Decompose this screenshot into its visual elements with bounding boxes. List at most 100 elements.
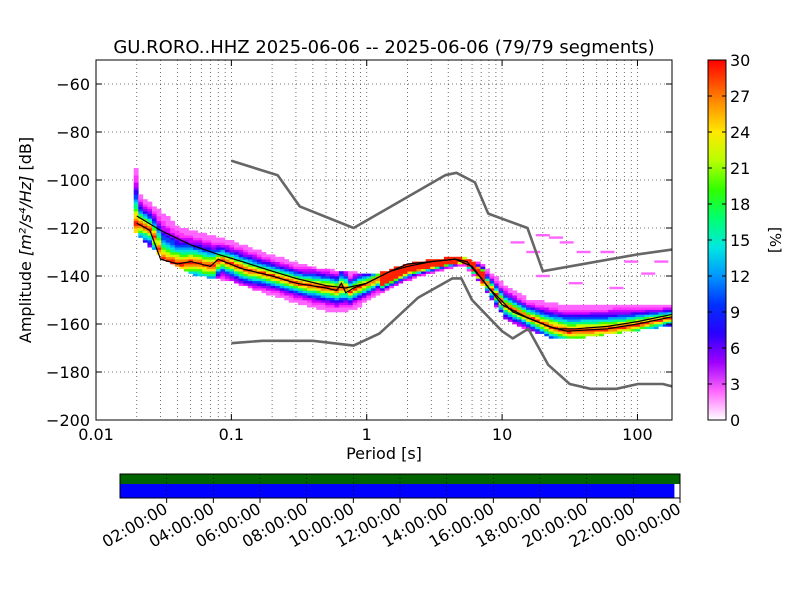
density-cell [366, 292, 372, 296]
density-cell [165, 218, 171, 222]
density-cell [170, 240, 176, 243]
density-cell [475, 261, 481, 265]
density-cell [644, 326, 650, 330]
density-cell [599, 331, 604, 334]
density-cell [498, 283, 504, 286]
density-cell [229, 252, 235, 255]
density-cell [630, 304, 636, 308]
density-cell [384, 285, 390, 289]
density-cell [603, 312, 609, 315]
density-cell [179, 247, 185, 250]
density-cell [559, 241, 574, 244]
density-cell [621, 304, 627, 308]
density-cell [585, 319, 591, 322]
density-cell [215, 264, 221, 267]
density-cell [475, 264, 481, 267]
density-cell [161, 235, 166, 238]
density-cell [484, 273, 490, 277]
density-cell [667, 321, 672, 325]
density-cell [343, 276, 349, 279]
x-tick-label: 100 [622, 425, 653, 444]
density-cell [334, 307, 340, 310]
density-cell [243, 280, 249, 284]
density-cell [156, 230, 162, 234]
density-cell [252, 280, 258, 284]
density-cell [489, 295, 495, 298]
density-cell [197, 237, 203, 241]
density-cell [484, 271, 490, 274]
density-cell [599, 307, 604, 310]
density-cell [512, 316, 518, 320]
density-cell [179, 240, 185, 243]
density-cell [256, 264, 262, 267]
density-cell [266, 285, 271, 289]
density-cell [215, 273, 221, 277]
density-cell [270, 254, 276, 258]
density-cell [183, 268, 189, 272]
density-cell [197, 249, 203, 253]
density-cell [667, 307, 672, 310]
density-cell [571, 331, 577, 334]
density-cell [343, 309, 349, 313]
density-cell [370, 280, 376, 284]
density-cell [179, 249, 185, 253]
density-cell [174, 264, 180, 267]
density-cell [366, 283, 372, 286]
y-tick-label: −140 [46, 267, 90, 286]
density-cell [526, 309, 531, 313]
density-cell [562, 333, 568, 337]
density-cell [179, 230, 185, 234]
density-cell [370, 273, 376, 277]
density-cell [621, 328, 627, 332]
density-cell [339, 292, 344, 296]
density-cell [576, 304, 582, 308]
density-cell [640, 304, 645, 308]
density-cell [329, 300, 335, 303]
density-cell [366, 288, 372, 291]
density-cell [179, 242, 185, 246]
density-cell [375, 278, 381, 282]
plot-frame [95, 59, 673, 421]
density-cell [261, 259, 267, 262]
density-cell [311, 271, 317, 274]
density-cell [430, 261, 436, 265]
density-cell [302, 292, 308, 296]
density-cell [567, 316, 572, 320]
density-cell [325, 273, 331, 277]
density-cell [539, 304, 545, 308]
density-cell [375, 285, 381, 289]
density-cell [302, 285, 308, 289]
density-cell [494, 302, 499, 306]
density-cell [142, 232, 148, 236]
density-cell [489, 280, 495, 284]
density-cell [621, 324, 627, 327]
density-cell [316, 278, 322, 282]
density-cell [507, 300, 513, 303]
density-cell [348, 283, 353, 286]
density-cell [617, 331, 623, 334]
density-cell [507, 295, 513, 298]
density-cell [179, 256, 185, 260]
density-cell [503, 302, 509, 306]
density-cell [621, 309, 627, 313]
density-cell [243, 259, 249, 262]
density-cell [375, 288, 381, 291]
density-cell [580, 312, 586, 315]
density-cell [284, 297, 290, 301]
density-cell [641, 272, 656, 275]
density-cell [188, 247, 194, 250]
density-cell [142, 204, 148, 207]
colorbar-tick-label: 3 [730, 375, 740, 394]
density-cell [165, 223, 171, 226]
density-cell [279, 264, 285, 267]
density-cell [270, 259, 276, 262]
density-cell [325, 271, 331, 274]
density-cell [380, 290, 385, 294]
density-cell [512, 319, 518, 322]
density-cell [635, 312, 641, 315]
density-cell [193, 266, 198, 270]
density-cell [658, 324, 664, 327]
density-cell [234, 261, 239, 265]
density-cell [398, 280, 404, 284]
density-cell [275, 278, 281, 282]
